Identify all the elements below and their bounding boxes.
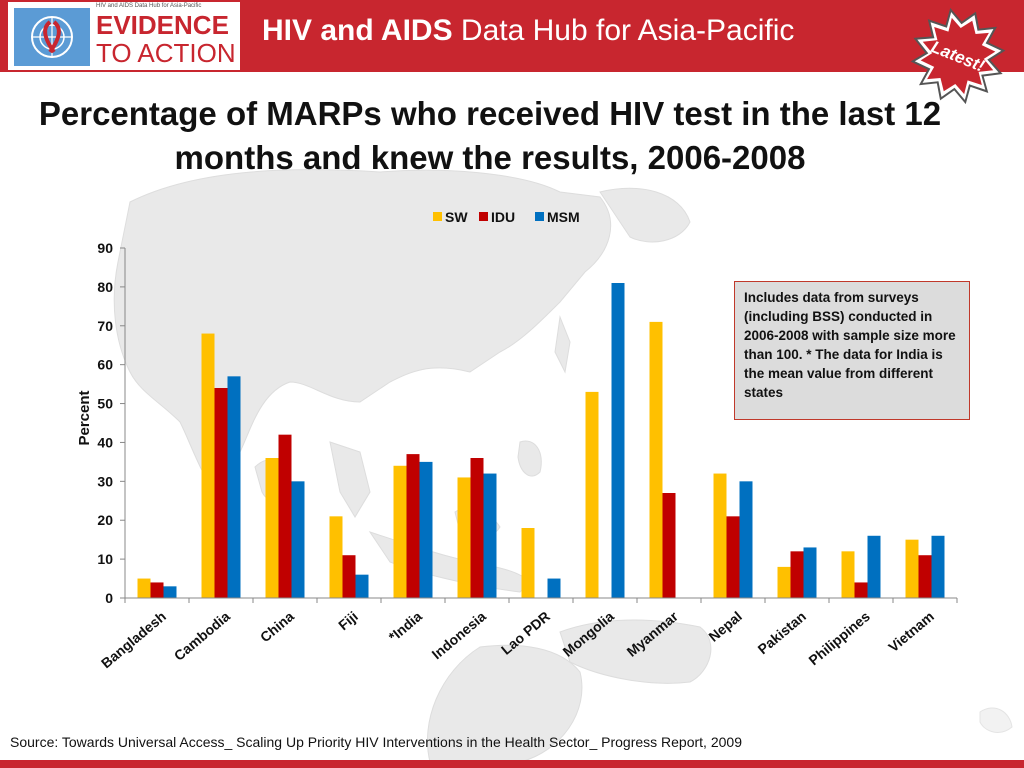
header-bar: HIV and AIDS Data Hub for Asia-Pacific E…: [0, 0, 1024, 72]
legend-swatch: [479, 212, 488, 221]
legend-swatch: [433, 212, 442, 221]
x-tick-label: China: [257, 608, 297, 645]
bar-idu: [726, 516, 740, 598]
legend-label: IDU: [491, 209, 515, 225]
x-tick-label: Indonesia: [429, 608, 490, 662]
bar-msm: [931, 535, 945, 598]
y-tick-label: 30: [97, 473, 113, 489]
bar-idu: [918, 555, 932, 598]
bar-sw: [521, 528, 535, 598]
bar-idu: [662, 493, 676, 598]
bar-sw: [393, 465, 407, 598]
source-text: Source: Towards Universal Access_ Scalin…: [10, 734, 742, 750]
y-tick-label: 90: [97, 240, 113, 256]
bar-sw: [649, 321, 663, 598]
y-axis: 0 10 20 30 40 50 60 70 80 90: [97, 240, 126, 606]
bar-msm: [483, 473, 497, 598]
slide-title: Percentage of MARPs who received HIV tes…: [38, 95, 942, 176]
un-emblem-icon: [14, 8, 90, 66]
bar-msm: [611, 283, 625, 598]
bar-sw: [201, 333, 215, 598]
bar-idu: [342, 555, 356, 598]
bar-idu: [854, 582, 868, 598]
bar-sw: [585, 391, 599, 598]
bar-sw: [777, 566, 791, 598]
bar-idu: [406, 454, 420, 598]
bar-idu: [150, 582, 164, 598]
x-tick-label: Nepal: [705, 608, 744, 645]
y-axis-label: Percent: [76, 390, 93, 445]
x-tick-label: Bangladesh: [98, 608, 169, 671]
bar-msm: [291, 481, 305, 598]
bar-sw: [457, 477, 471, 598]
bar-msm: [739, 481, 753, 598]
bar-sw: [265, 458, 279, 598]
x-tick-label: Pakistan: [755, 608, 809, 657]
bar-idu: [214, 388, 228, 598]
bar-idu: [278, 434, 292, 598]
bar-sw: [905, 539, 919, 598]
bar-msm: [355, 574, 369, 598]
footer-bar: [0, 760, 1024, 768]
bar-sw: [841, 551, 855, 598]
x-tick-label: Mongolia: [560, 608, 618, 660]
chart-legend: SW IDU MSM: [433, 209, 580, 225]
hub-title-bold: HIV and AIDS: [262, 14, 453, 47]
bar-idu: [470, 458, 484, 598]
legend-label: MSM: [547, 209, 580, 225]
logo-evidence-text: EVIDENCE: [96, 10, 229, 40]
x-tick-label: *India: [385, 608, 425, 645]
x-tick-label: Lao PDR: [498, 608, 553, 658]
logo-subtitle: HIV and AIDS Data Hub for Asia-Pacific: [96, 3, 202, 9]
bar-sw: [713, 473, 727, 598]
bar-msm: [867, 535, 881, 598]
bar-series: [137, 283, 945, 598]
latest-badge[interactable]: Latest!: [896, 6, 1020, 106]
logo-to-action-text: TO ACTION: [96, 38, 236, 68]
bar-msm: [227, 376, 241, 598]
y-tick-label: 0: [105, 590, 113, 606]
hub-title: HIV and AIDS Data Hub for Asia-Pacific: [262, 14, 794, 48]
bar-idu: [790, 551, 804, 598]
bar-sw: [329, 516, 343, 598]
evidence-to-action-logo[interactable]: HIV and AIDS Data Hub for Asia-Pacific E…: [8, 2, 240, 70]
x-tick-label: Myanmar: [624, 608, 682, 660]
bar-msm: [547, 578, 561, 598]
x-axis: Bangladesh Cambodia China Fiji *India Indones…: [98, 597, 958, 671]
y-tick-label: 50: [97, 396, 113, 412]
y-tick-label: 80: [97, 279, 113, 295]
bar-msm: [419, 461, 433, 598]
legend-swatch: [535, 212, 544, 221]
chart-note: Includes data from surveys (including BS…: [734, 281, 970, 420]
bar-msm: [803, 547, 817, 598]
x-tick-label: Cambodia: [171, 608, 233, 664]
x-tick-label: Fiji: [335, 608, 361, 633]
y-tick-label: 10: [97, 551, 113, 567]
hub-title-rest: Data Hub for Asia-Pacific: [452, 14, 795, 47]
y-tick-label: 70: [97, 318, 113, 334]
bar-sw: [137, 578, 151, 598]
legend-label: SW: [445, 209, 468, 225]
y-tick-label: 40: [97, 434, 113, 450]
x-tick-label: Vietnam: [885, 608, 937, 655]
y-tick-label: 60: [97, 357, 113, 373]
y-tick-label: 20: [97, 512, 113, 528]
bar-msm: [163, 586, 177, 598]
x-tick-label: Philippines: [805, 608, 873, 668]
